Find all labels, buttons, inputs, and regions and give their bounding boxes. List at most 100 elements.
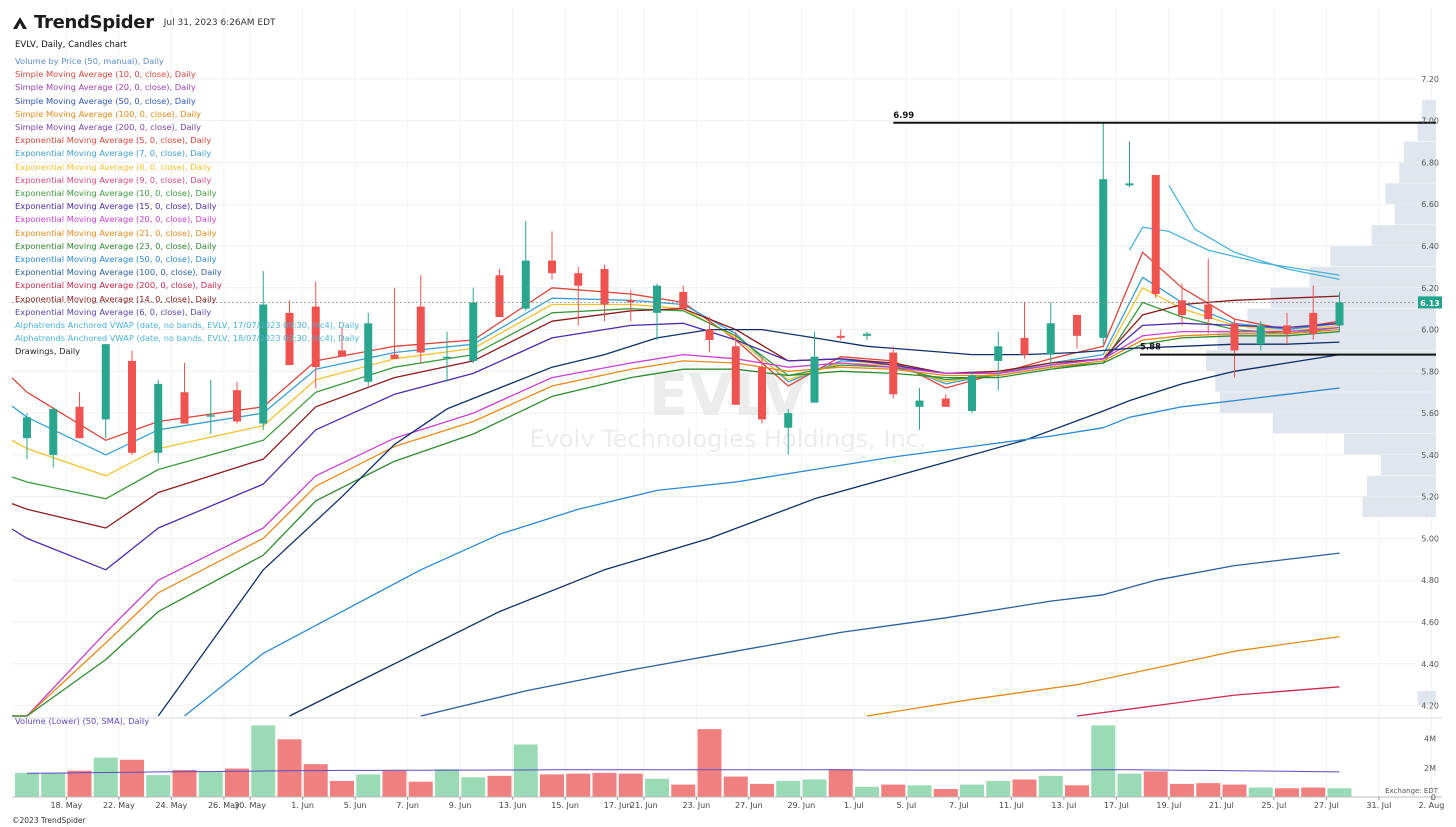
price-axis-label: 4.60 — [1421, 618, 1439, 627]
volume-by-price-bar — [1422, 99, 1436, 121]
volume-bar — [1170, 783, 1194, 797]
price-axis-label: 4.40 — [1421, 660, 1439, 669]
candle-body — [968, 375, 976, 412]
volume-bar — [618, 773, 643, 797]
legend-item[interactable]: Exponential Moving Average (21, 0, close… — [15, 227, 217, 238]
volume-bar — [1143, 771, 1168, 797]
volume-bar — [382, 770, 407, 797]
legend-item[interactable]: Exponential Moving Average (100, 0, clos… — [15, 267, 222, 278]
volume-axis-label: 2M — [1424, 764, 1436, 773]
candle-body — [863, 333, 871, 336]
volume-bar — [671, 784, 696, 797]
volume-bar — [487, 775, 512, 797]
volume-bar — [828, 769, 853, 797]
price-axis-label: 6.60 — [1421, 200, 1439, 209]
candle-body — [338, 350, 346, 357]
symbol-line: EVLV, Daily, Candles chart — [15, 40, 127, 50]
volume-bar — [330, 780, 354, 797]
candle-body — [574, 273, 583, 286]
time-axis-label: 27. Jul — [1314, 801, 1339, 810]
price-axis-label: 5.60 — [1421, 409, 1439, 418]
chart-timestamp: Jul 31, 2023 6:26AM EDT — [163, 17, 276, 28]
volume-bar — [67, 770, 92, 797]
candle-body — [495, 275, 504, 318]
candle-body — [836, 335, 845, 338]
volume-by-price-bar — [1403, 141, 1436, 162]
legend-item[interactable]: Volume by Price (50, manual), Daily — [15, 56, 164, 66]
candle-body — [390, 354, 399, 359]
time-axis-label: 18. May — [50, 801, 82, 810]
time-axis-label: 23. Jun — [682, 801, 710, 810]
legend-item[interactable]: Alphatrends Anchored VWAP (date, no band… — [15, 320, 360, 331]
volume-bar — [723, 776, 748, 797]
legend-item[interactable]: Exponential Moving Average (8, 0, close)… — [15, 161, 212, 172]
time-axis-label: 9. Jun — [449, 801, 472, 810]
candle-body — [679, 291, 688, 309]
candle-body — [23, 417, 31, 439]
candle-body — [521, 260, 530, 309]
legend-item-drawings[interactable]: Drawings, Daily — [15, 346, 81, 357]
volume-bar — [776, 780, 801, 797]
horizontal-level-label: 6.99 — [893, 111, 914, 121]
candle-body — [1151, 174, 1160, 295]
legend-item[interactable]: Exponential Moving Average (15, 0, close… — [15, 201, 217, 212]
legend-item[interactable]: Exponential Moving Average (20, 0, close… — [15, 214, 217, 225]
candle-body — [731, 346, 740, 405]
time-axis-label: 17. Jun — [604, 801, 632, 810]
legend-item[interactable]: Exponential Moving Average (5, 0, close)… — [15, 135, 212, 146]
volume-bar — [855, 786, 879, 797]
volume-by-price-bar — [1399, 162, 1436, 183]
volume-bar — [408, 781, 433, 797]
candle-body — [784, 413, 793, 428]
volume-panel-title[interactable]: Volume (Lower) (50, SMA), Daily — [15, 716, 150, 726]
time-axis-label: 27. Jun — [735, 801, 763, 810]
moving-average-line — [289, 353, 1340, 717]
legend-item[interactable]: Exponential Moving Average (6, 0, close)… — [15, 306, 212, 317]
volume-by-price-bar — [1219, 392, 1436, 413]
volume-by-price-bar — [1417, 120, 1436, 142]
volume-bar — [881, 784, 906, 797]
volume-bar — [907, 785, 932, 797]
candle-body — [1309, 312, 1318, 334]
candle-body — [1204, 304, 1213, 320]
candle-body — [653, 285, 661, 313]
legend-item[interactable]: Simple Moving Average (20, 0, close), Da… — [15, 82, 196, 93]
legend-item[interactable]: Exponential Moving Average (14, 0, close… — [15, 293, 217, 304]
legend-item[interactable]: Exponential Moving Average (50, 0, close… — [15, 254, 217, 265]
legend-item[interactable]: Exponential Moving Average (7, 0, close)… — [15, 148, 212, 159]
volume-bar — [1091, 725, 1116, 797]
legend-item[interactable]: Exponential Moving Average (23, 0, close… — [15, 240, 217, 251]
legend-item[interactable]: Alphatrends Anchored VWAP (date, no band… — [15, 333, 360, 344]
volume-bar — [1301, 787, 1326, 797]
candle-body — [1125, 183, 1134, 186]
watermark-company: Evolv Technologies Holdings, Inc. — [530, 425, 927, 453]
legend-item[interactable]: Simple Moving Average (50, 0, close), Da… — [15, 95, 196, 106]
candle-body — [206, 415, 215, 417]
candle-body — [443, 356, 451, 359]
candle-body — [49, 408, 58, 455]
horizontal-level-label: 5.88 — [1140, 343, 1161, 353]
time-axis-label: 11. Jul — [999, 801, 1024, 810]
price-axis-label: 5.20 — [1421, 493, 1439, 502]
volume-by-price-bar — [1206, 350, 1436, 371]
legend-item[interactable]: Simple Moving Average (100, 0, close), D… — [15, 108, 202, 119]
volume-bar — [435, 769, 459, 797]
app-header: TrendSpider Jul 31, 2023 6:26AM EDT — [12, 12, 276, 33]
time-axis-label: 7. Jul — [949, 801, 969, 810]
volume-bar — [356, 774, 381, 797]
volume-bar — [802, 779, 827, 797]
candle-body — [626, 300, 635, 303]
legend-item[interactable]: Exponential Moving Average (200, 0, clos… — [15, 280, 222, 291]
candle-body — [810, 356, 819, 403]
legend-item[interactable]: Simple Moving Average (10, 0, close), Da… — [15, 69, 196, 80]
volume-by-price-bar — [1371, 225, 1436, 246]
volume-bar — [1222, 784, 1247, 797]
volume-bar — [225, 768, 249, 797]
legend-item[interactable]: Exponential Moving Average (10, 0, close… — [15, 188, 217, 199]
volume-bar — [697, 729, 722, 797]
legend-item[interactable]: Exponential Moving Average (9, 0, close)… — [15, 174, 212, 185]
legend-item[interactable]: Simple Moving Average (200, 0, close), D… — [15, 122, 202, 133]
candle-body — [941, 398, 950, 407]
time-axis-label: 26. May — [208, 801, 240, 810]
